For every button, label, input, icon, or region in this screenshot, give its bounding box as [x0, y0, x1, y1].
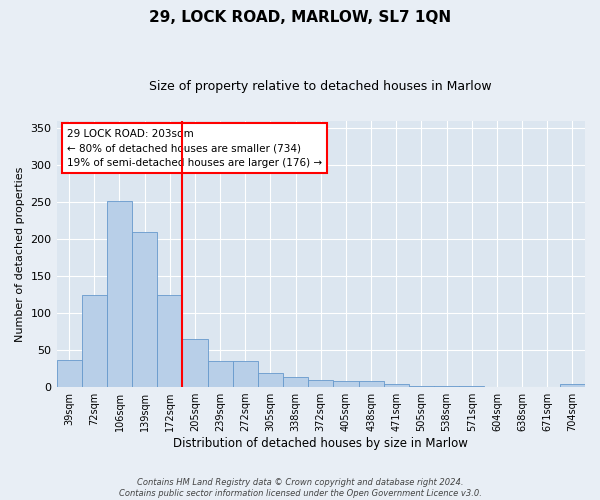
- Bar: [132, 232, 157, 387]
- Bar: [334, 381, 359, 387]
- Bar: [434, 386, 459, 387]
- Bar: [56, 360, 82, 387]
- Bar: [208, 361, 233, 387]
- Bar: [107, 200, 132, 387]
- Bar: [182, 339, 208, 387]
- Y-axis label: Number of detached properties: Number of detached properties: [15, 166, 25, 342]
- Bar: [359, 381, 383, 387]
- Bar: [560, 384, 585, 387]
- Bar: [233, 361, 258, 387]
- Bar: [82, 296, 107, 387]
- Bar: [258, 373, 283, 387]
- Text: Contains HM Land Registry data © Crown copyright and database right 2024.
Contai: Contains HM Land Registry data © Crown c…: [119, 478, 481, 498]
- Bar: [308, 380, 334, 387]
- Bar: [459, 386, 484, 387]
- Text: 29 LOCK ROAD: 203sqm
← 80% of detached houses are smaller (734)
19% of semi-deta: 29 LOCK ROAD: 203sqm ← 80% of detached h…: [67, 128, 322, 168]
- Bar: [409, 386, 434, 387]
- Bar: [283, 378, 308, 387]
- Bar: [157, 294, 182, 387]
- X-axis label: Distribution of detached houses by size in Marlow: Distribution of detached houses by size …: [173, 437, 468, 450]
- Text: 29, LOCK ROAD, MARLOW, SL7 1QN: 29, LOCK ROAD, MARLOW, SL7 1QN: [149, 10, 451, 25]
- Bar: [383, 384, 409, 387]
- Title: Size of property relative to detached houses in Marlow: Size of property relative to detached ho…: [149, 80, 492, 93]
